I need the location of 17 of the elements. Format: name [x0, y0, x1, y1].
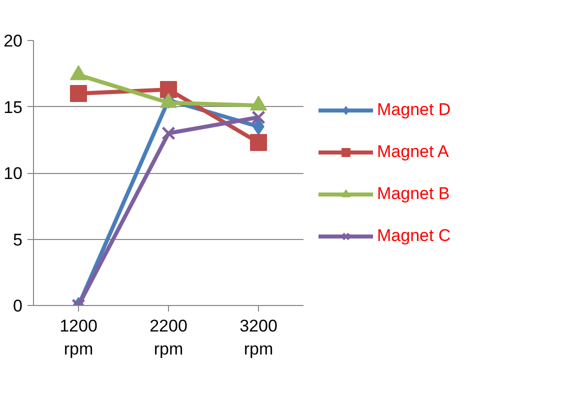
- x-tick-label: 1200 rpm: [60, 316, 98, 358]
- legend-label: Magnet B: [377, 184, 450, 204]
- point: [250, 134, 267, 152]
- y-tick-label: 5: [13, 230, 23, 250]
- legend-label: Magnet D: [377, 100, 451, 120]
- point: [70, 85, 87, 102]
- y-tick-label: 15: [4, 98, 23, 117]
- y-tick-label: 10: [4, 164, 23, 183]
- point: [252, 110, 266, 124]
- y-tick-label: 20: [4, 32, 23, 50]
- legend-label: Magnet A: [377, 142, 449, 162]
- y-tick-label: 0: [13, 296, 23, 316]
- point: [162, 126, 176, 140]
- x-tick-label: 3200 rpm: [240, 316, 278, 358]
- x-tick-label: 2200 rpm: [150, 316, 188, 358]
- point: [160, 81, 177, 98]
- legend-label: Magnet C: [377, 226, 451, 246]
